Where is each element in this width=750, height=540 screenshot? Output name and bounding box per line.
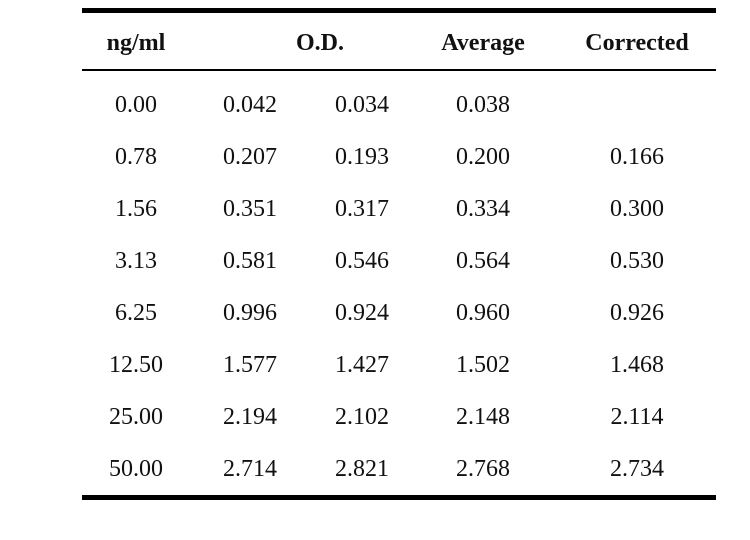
table-body: 0.00 0.042 0.034 0.038 0.78 0.207 0.193 0.200 0.…	[82, 79, 716, 495]
od-2-cell: 0.546	[335, 247, 389, 274]
od-1-cell: 1.577	[223, 351, 277, 378]
table-row: 50.00 2.714 2.821 2.768 2.734	[82, 443, 716, 495]
corrected-cell: 0.926	[610, 299, 664, 326]
table-row: 12.50 1.577 1.427 1.502 1.468	[82, 339, 716, 391]
concentration-cell: 3.13	[115, 247, 157, 274]
bottom-rule	[82, 495, 716, 500]
od-1-cell: 0.996	[223, 299, 277, 326]
concentration-cell: 50.00	[109, 455, 163, 482]
corrected-cell: 0.300	[610, 195, 664, 222]
od-1-cell: 0.207	[223, 143, 277, 170]
corrected-cell: 0.166	[610, 143, 664, 170]
header-row: ng/ml O.D. Average Corrected	[82, 13, 716, 69]
od-2-cell: 0.924	[335, 299, 389, 326]
concentration-cell: 1.56	[115, 195, 157, 222]
concentration-cell: 12.50	[109, 351, 163, 378]
od-2-cell: 1.427	[335, 351, 389, 378]
header-rule	[82, 69, 716, 71]
average-cell: 2.768	[456, 455, 510, 482]
od-2-cell: 0.193	[335, 143, 389, 170]
header-average: Average	[441, 29, 525, 56]
data-table: ng/ml O.D. Average Corrected 0.00 0.042 0.…	[82, 8, 716, 500]
od-1-cell: 0.581	[223, 247, 277, 274]
od-2-cell: 0.317	[335, 195, 389, 222]
concentration-cell: 0.78	[115, 143, 157, 170]
od-1-cell: 2.194	[223, 403, 277, 430]
header-corrected: Corrected	[585, 29, 689, 56]
average-cell: 2.148	[456, 403, 510, 430]
top-rule	[82, 8, 716, 13]
average-cell: 0.038	[456, 91, 510, 118]
table-row: 25.00 2.194 2.102 2.148 2.114	[82, 391, 716, 443]
corrected-cell: 0.530	[610, 247, 664, 274]
table-row: 1.56 0.351 0.317 0.334 0.300	[82, 183, 716, 235]
average-cell: 0.960	[456, 299, 510, 326]
od-1-cell: 0.042	[223, 91, 277, 118]
od-2-cell: 0.034	[335, 91, 389, 118]
corrected-cell: 1.468	[610, 351, 664, 378]
od-1-cell: 0.351	[223, 195, 277, 222]
average-cell: 0.334	[456, 195, 510, 222]
corrected-cell: 2.734	[610, 455, 664, 482]
od-1-cell: 2.714	[223, 455, 277, 482]
average-cell: 0.564	[456, 247, 510, 274]
header-od: O.D.	[296, 29, 344, 56]
header-ng-ml: ng/ml	[106, 29, 166, 56]
concentration-cell: 6.25	[115, 299, 157, 326]
average-cell: 0.200	[456, 143, 510, 170]
table-row: 0.78 0.207 0.193 0.200 0.166	[82, 131, 716, 183]
table-row: 3.13 0.581 0.546 0.564 0.530	[82, 235, 716, 287]
concentration-cell: 0.00	[115, 91, 157, 118]
od-2-cell: 2.102	[335, 403, 389, 430]
table-row: 6.25 0.996 0.924 0.960 0.926	[82, 287, 716, 339]
corrected-cell: 2.114	[610, 403, 664, 430]
corrected-cell	[574, 79, 700, 131]
concentration-cell: 25.00	[109, 403, 163, 430]
od-2-cell: 2.821	[335, 455, 389, 482]
table-row: 0.00 0.042 0.034 0.038	[82, 79, 716, 131]
average-cell: 1.502	[456, 351, 510, 378]
